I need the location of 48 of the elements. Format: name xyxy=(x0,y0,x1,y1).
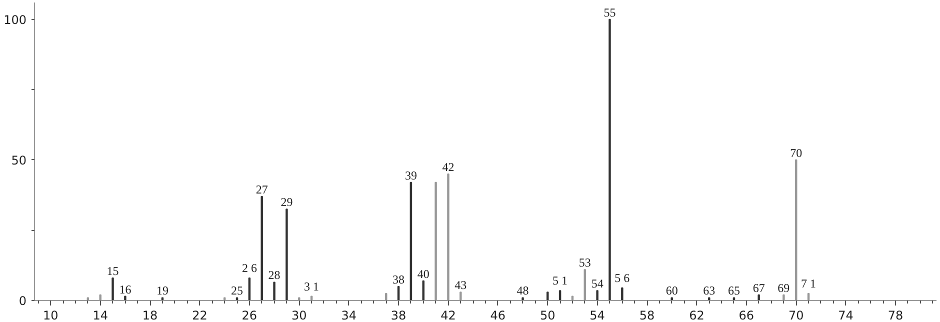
annotation: 19 xyxy=(156,284,168,298)
annotation: 16 xyxy=(119,282,132,296)
x-tick-label: 22 xyxy=(192,308,208,322)
x-tick-label: 30 xyxy=(292,308,307,322)
x-tick-label: 38 xyxy=(390,308,406,322)
annotation: 27 xyxy=(256,182,268,196)
annotation: 55 xyxy=(604,5,616,20)
x-tick-label: 54 xyxy=(590,308,605,322)
annotation: 60 xyxy=(666,284,678,298)
annotation: 63 xyxy=(703,284,716,298)
annotation: 53 xyxy=(578,256,591,270)
annotation: 5 6 xyxy=(614,270,630,285)
y-tick-label: 0 xyxy=(18,294,27,308)
x-tick-label: 50 xyxy=(540,308,556,322)
annotation: 15 xyxy=(106,264,119,278)
annotation: 2 6 xyxy=(242,261,257,276)
x-tick-label: 18 xyxy=(142,308,158,322)
annotation: 7 1 xyxy=(801,276,816,290)
annotation: 38 xyxy=(392,272,405,286)
annotation: 29 xyxy=(280,195,293,210)
x-tick-label: 46 xyxy=(490,308,506,322)
x-tick-label: 66 xyxy=(738,308,754,322)
annotation: 25 xyxy=(231,284,244,298)
x-tick-label: 70 xyxy=(788,308,804,322)
annotation: 69 xyxy=(778,280,790,295)
x-tick-label: 10 xyxy=(43,308,58,322)
x-tick-label: 78 xyxy=(888,308,904,322)
x-tick-label: 74 xyxy=(838,308,854,322)
y-tick-label: 100 xyxy=(4,12,26,27)
annotation: 3 1 xyxy=(304,279,320,294)
annotation: 43 xyxy=(454,278,467,292)
annotation: 65 xyxy=(728,284,740,298)
annotation: 54 xyxy=(591,276,604,291)
annotation: 42 xyxy=(442,160,454,174)
y-tick-label: 50 xyxy=(11,153,27,168)
annotation: 48 xyxy=(516,284,529,298)
x-tick-label: 42 xyxy=(440,308,456,322)
annotation: 39 xyxy=(404,168,417,182)
annotation: 67 xyxy=(752,280,765,295)
x-tick-label: 62 xyxy=(689,308,704,322)
x-tick-label: 14 xyxy=(92,308,108,322)
annotation: 28 xyxy=(268,268,280,282)
x-tick-label: 34 xyxy=(341,308,356,322)
annotation: 40 xyxy=(417,266,430,281)
x-tick-label: 58 xyxy=(639,308,655,322)
annotation: 5 1 xyxy=(552,274,568,288)
annotation: 70 xyxy=(790,146,802,160)
x-tick-label: 26 xyxy=(242,308,258,322)
